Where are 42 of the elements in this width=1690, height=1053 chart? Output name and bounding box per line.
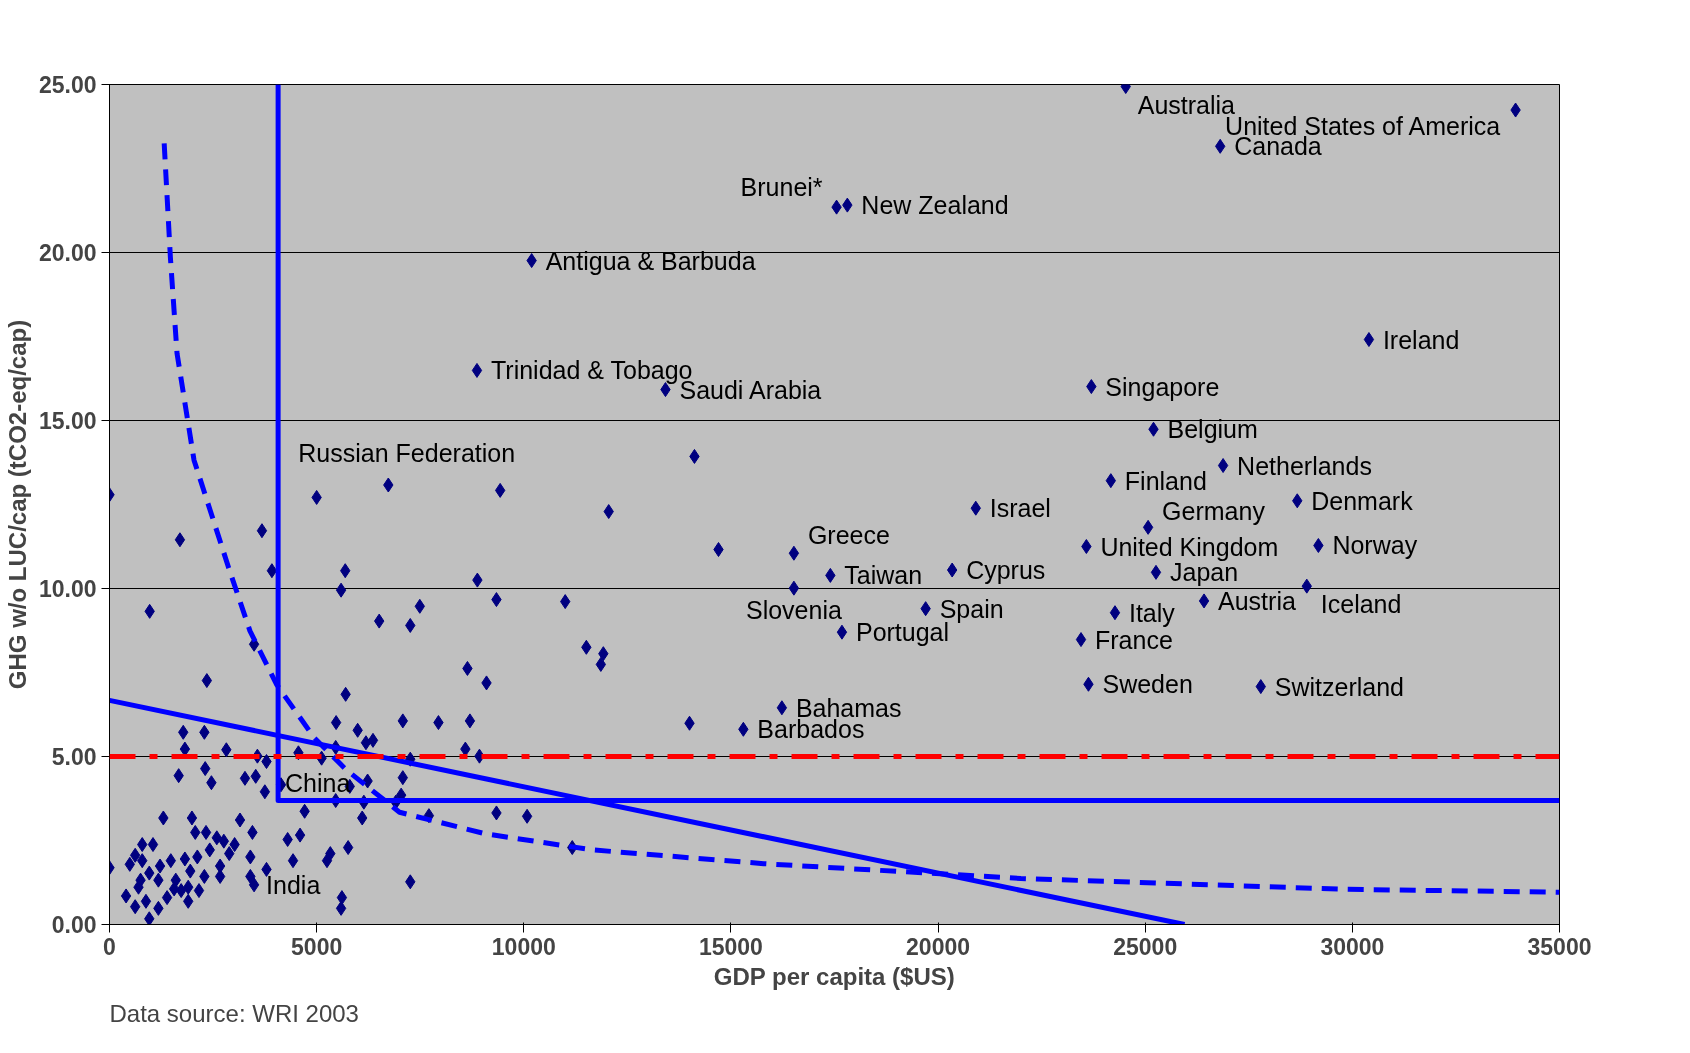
annotation: Denmark (1311, 486, 1414, 515)
x-tick-label: 30000 (1320, 933, 1385, 960)
y-tick-label: 25.00 (38, 72, 97, 98)
x-tick-label: 25000 (1113, 933, 1178, 960)
y-tick-label: 20.00 (38, 240, 97, 266)
x-tick-label: 20000 (906, 933, 971, 960)
y-tick-label: 10.00 (38, 576, 97, 602)
annotation: Brunei* (740, 173, 823, 202)
y-axis-title: GHG w/o LUC/cap (tCO2-eq/cap) (3, 319, 31, 690)
annotation: Greece (807, 521, 890, 550)
annotation: Switzerland (1274, 672, 1405, 701)
annotation: Ireland (1382, 325, 1460, 354)
annotation: Israel (989, 494, 1051, 523)
annotation: Belgium (1167, 415, 1258, 444)
annotation: Taiwan (844, 561, 923, 590)
annotation: Austria (1218, 586, 1296, 615)
annotation: Russian Federation (298, 439, 516, 468)
annotation: Antigua & Barbuda (545, 246, 756, 275)
annotation: Iceland (1320, 590, 1402, 619)
x-tick-label: 15000 (698, 933, 763, 960)
x-tick-label: 5000 (291, 933, 343, 960)
annotation: United Kingdom (1100, 532, 1279, 561)
annotation: Germany (1162, 497, 1266, 526)
x-tick-label: 0 (103, 933, 116, 960)
annotation: India (266, 870, 321, 899)
y-tick-label: 0.00 (51, 912, 97, 938)
y-tick-label: 5.00 (51, 744, 97, 770)
annotation: Finland (1124, 466, 1207, 495)
source-note: Data source: WRI 2003 (109, 999, 359, 1027)
annotation: New Zealand (861, 191, 1009, 220)
x-axis-title: GDP per capita ($US) (713, 962, 955, 990)
annotation: China (285, 768, 351, 797)
annotation: Cyprus (966, 556, 1046, 585)
annotation: Italy (1128, 598, 1176, 627)
x-tick-label: 10000 (491, 933, 556, 960)
annotation: Slovenia (745, 596, 842, 625)
annotation: Sweden (1102, 670, 1193, 699)
y-tick-label: 15.00 (38, 408, 97, 434)
annotation: Netherlands (1237, 451, 1372, 480)
x-tick-label: 35000 (1527, 933, 1592, 960)
annotation: Singapore (1105, 372, 1220, 401)
annotation: Norway (1332, 531, 1418, 560)
